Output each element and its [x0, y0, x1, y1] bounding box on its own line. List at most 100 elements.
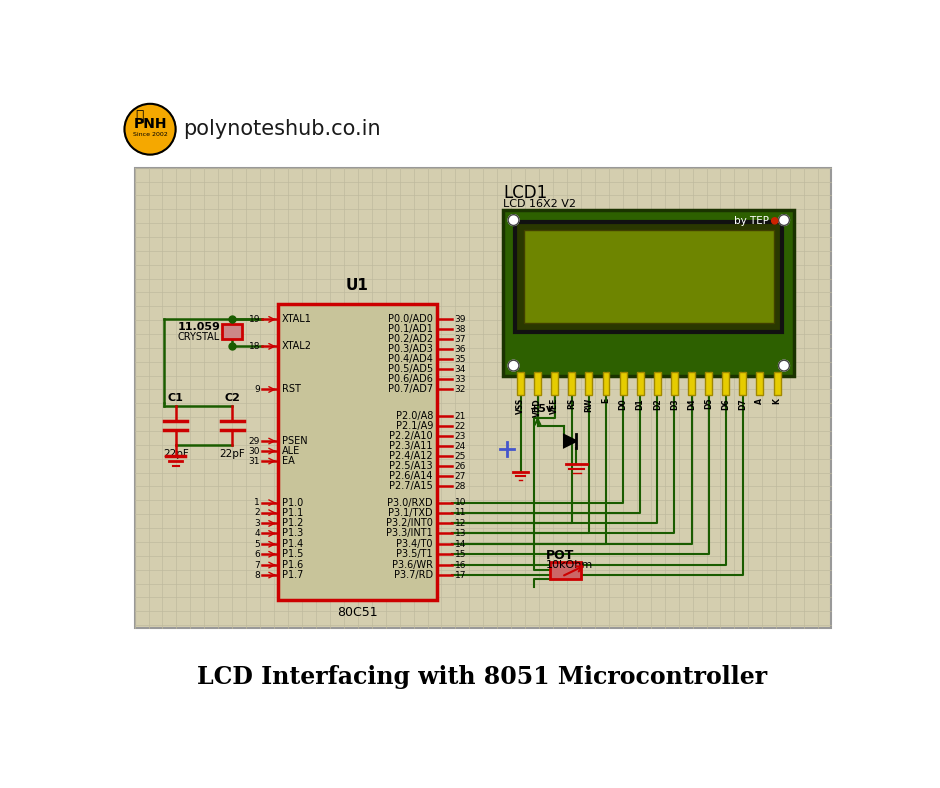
Text: P1.7: P1.7 [282, 570, 304, 580]
Text: P0.3/AD3: P0.3/AD3 [388, 344, 433, 355]
Text: 8: 8 [255, 571, 260, 579]
Text: 18: 18 [248, 342, 260, 351]
Text: VEE: VEE [550, 398, 559, 414]
Text: P0.6/AD6: P0.6/AD6 [388, 374, 433, 385]
Circle shape [778, 214, 790, 225]
Text: RS: RS [568, 398, 576, 409]
Text: 33: 33 [455, 375, 466, 384]
Text: PSEN: PSEN [282, 436, 307, 446]
Text: D1: D1 [635, 398, 645, 410]
Text: C2: C2 [225, 392, 240, 403]
Text: 16: 16 [455, 560, 466, 570]
Text: P0.1/AD1: P0.1/AD1 [388, 325, 433, 334]
Text: 1: 1 [255, 498, 260, 507]
Text: 21: 21 [455, 412, 466, 421]
Text: 17: 17 [455, 571, 466, 579]
FancyBboxPatch shape [222, 324, 243, 340]
FancyBboxPatch shape [671, 372, 678, 395]
FancyBboxPatch shape [636, 372, 644, 395]
Text: P1.3: P1.3 [282, 529, 303, 538]
FancyBboxPatch shape [569, 372, 575, 395]
Text: 2: 2 [255, 508, 260, 517]
Text: 19: 19 [248, 315, 260, 324]
Text: 29: 29 [249, 437, 260, 445]
Text: P0.5/AD5: P0.5/AD5 [388, 365, 433, 374]
Circle shape [509, 214, 519, 225]
Text: by TEP: by TEP [734, 216, 769, 226]
Text: P1.5: P1.5 [282, 549, 304, 559]
Text: P2.2/A10: P2.2/A10 [389, 432, 433, 441]
Text: P0.0/AD0: P0.0/AD0 [388, 314, 433, 325]
Text: 24: 24 [455, 442, 466, 451]
Text: Since 2002: Since 2002 [133, 132, 167, 137]
Text: P1.0: P1.0 [282, 498, 303, 507]
Text: P2.0/A8: P2.0/A8 [396, 411, 433, 422]
Text: D2: D2 [652, 398, 662, 410]
Text: 36: 36 [455, 345, 466, 354]
Text: 6: 6 [255, 550, 260, 559]
Text: LCD1: LCD1 [504, 184, 548, 202]
Text: 38: 38 [455, 325, 466, 334]
Text: 23: 23 [455, 432, 466, 441]
Text: RST: RST [282, 385, 301, 395]
Text: XTAL1: XTAL1 [282, 314, 312, 325]
Text: P2.7/A15: P2.7/A15 [389, 481, 433, 492]
Text: 27: 27 [455, 472, 466, 481]
Text: 28: 28 [455, 482, 466, 491]
Text: 26: 26 [455, 462, 466, 471]
Text: E: E [602, 398, 610, 403]
Text: P1.2: P1.2 [282, 519, 304, 529]
Text: 35: 35 [455, 355, 466, 364]
Text: 25: 25 [455, 452, 466, 461]
Text: P1.6: P1.6 [282, 560, 303, 570]
FancyBboxPatch shape [517, 372, 524, 395]
Text: 10: 10 [455, 498, 466, 507]
Text: 39: 39 [455, 315, 466, 324]
Text: RW: RW [585, 398, 593, 412]
FancyBboxPatch shape [740, 372, 746, 395]
Text: 🎓: 🎓 [135, 109, 144, 123]
Text: P3.5/T1: P3.5/T1 [397, 549, 433, 559]
Text: D7: D7 [738, 398, 747, 410]
Text: 22pF: 22pF [163, 448, 189, 459]
Text: P2.5/A13: P2.5/A13 [389, 462, 433, 471]
Text: 4: 4 [255, 529, 260, 538]
Text: P0.4/AD4: P0.4/AD4 [388, 355, 433, 364]
Circle shape [124, 104, 176, 154]
Text: 15: 15 [455, 550, 466, 559]
Text: 7: 7 [255, 560, 260, 570]
FancyBboxPatch shape [524, 230, 774, 323]
Text: EA: EA [282, 456, 294, 466]
Text: 10kOhm: 10kOhm [546, 560, 593, 570]
Text: 30: 30 [248, 447, 260, 455]
Text: D0: D0 [619, 398, 628, 410]
FancyBboxPatch shape [705, 372, 713, 395]
Text: P3.2/INT0: P3.2/INT0 [386, 519, 433, 529]
FancyBboxPatch shape [603, 372, 609, 395]
Text: P1.1: P1.1 [282, 507, 303, 518]
Text: P0.7/AD7: P0.7/AD7 [388, 385, 433, 395]
Text: K: K [773, 398, 781, 403]
Text: P3.7/RD: P3.7/RD [394, 570, 433, 580]
Text: 11.059: 11.059 [178, 322, 220, 332]
FancyBboxPatch shape [515, 221, 782, 332]
Text: +5v: +5v [530, 403, 554, 414]
Polygon shape [564, 435, 576, 448]
FancyBboxPatch shape [619, 372, 627, 395]
Text: D3: D3 [670, 398, 679, 410]
FancyBboxPatch shape [134, 168, 831, 628]
Text: P2.1/A9: P2.1/A9 [396, 422, 433, 432]
Text: D4: D4 [687, 398, 696, 410]
Text: CRYSTAL: CRYSTAL [178, 332, 220, 342]
Text: 5: 5 [255, 540, 260, 548]
Text: 14: 14 [455, 540, 466, 548]
Text: P0.2/AD2: P0.2/AD2 [388, 334, 433, 344]
Text: P3.0/RXD: P3.0/RXD [387, 498, 433, 507]
Text: P3.3/INT1: P3.3/INT1 [386, 529, 433, 538]
Text: P2.6/A14: P2.6/A14 [389, 471, 433, 481]
FancyBboxPatch shape [654, 372, 661, 395]
Text: P2.4/A12: P2.4/A12 [389, 452, 433, 462]
Text: 12: 12 [455, 519, 466, 528]
Text: P3.1/TXD: P3.1/TXD [388, 507, 433, 518]
Text: A: A [756, 398, 764, 403]
